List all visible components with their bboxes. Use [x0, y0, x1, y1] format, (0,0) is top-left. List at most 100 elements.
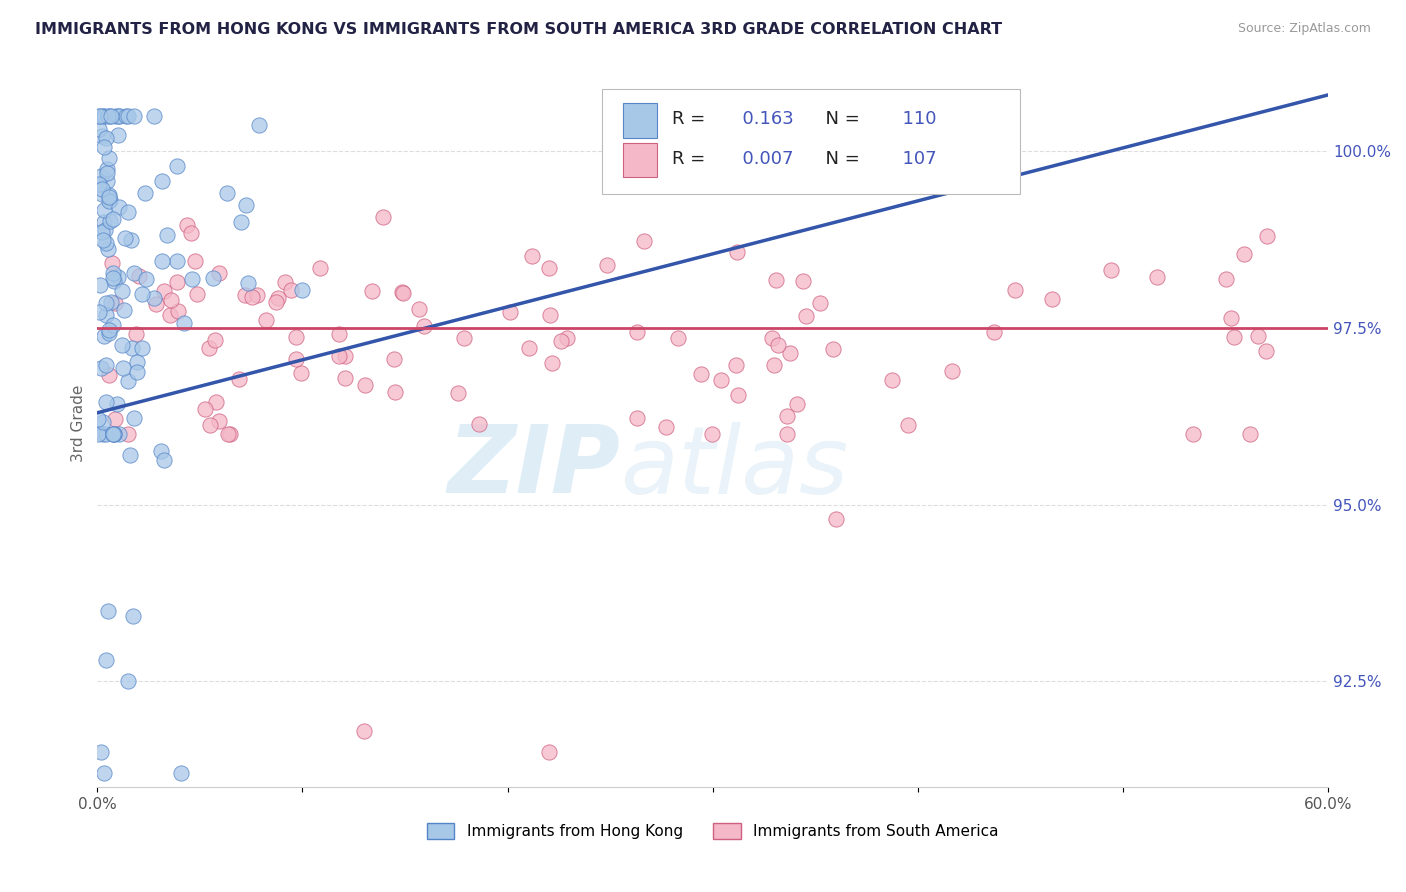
- Point: [217, 186, 239, 200]
- Point: [114, 302, 136, 317]
- Point: [280, 284, 302, 298]
- Point: [93, 766, 115, 780]
- Point: [117, 674, 139, 689]
- Point: [180, 272, 202, 286]
- Point: [285, 352, 308, 367]
- Y-axis label: 3rd Grade: 3rd Grade: [72, 384, 86, 462]
- Point: [93, 139, 115, 153]
- Point: [117, 204, 139, 219]
- Point: [111, 284, 134, 298]
- Point: [727, 388, 749, 402]
- Point: [208, 414, 231, 428]
- Point: [143, 291, 166, 305]
- Point: [453, 330, 475, 344]
- Point: [274, 275, 297, 289]
- Point: [284, 330, 307, 344]
- Point: [97, 243, 120, 257]
- Text: N =: N =: [814, 111, 865, 128]
- Point: [761, 331, 783, 345]
- Point: [408, 301, 430, 316]
- Point: [127, 365, 149, 379]
- Point: [170, 766, 193, 780]
- Point: [1223, 330, 1246, 344]
- Point: [1146, 270, 1168, 285]
- Point: [882, 373, 904, 387]
- Point: [198, 417, 221, 432]
- Point: [1040, 292, 1063, 306]
- Point: [98, 214, 121, 228]
- Point: [153, 284, 176, 298]
- Point: [101, 271, 124, 285]
- Point: [120, 233, 142, 247]
- Text: R =: R =: [672, 150, 711, 168]
- Point: [335, 349, 357, 363]
- Point: [150, 174, 173, 188]
- Point: [101, 427, 124, 442]
- Point: [90, 361, 112, 376]
- Point: [117, 109, 139, 123]
- Point: [107, 128, 129, 142]
- Bar: [623, 103, 658, 138]
- Point: [117, 374, 139, 388]
- Point: [159, 308, 181, 322]
- Point: [96, 395, 118, 409]
- Point: [89, 177, 111, 191]
- Point: [98, 194, 121, 208]
- Bar: [623, 143, 658, 178]
- Point: [1215, 271, 1237, 285]
- Point: [229, 215, 252, 229]
- Point: [204, 333, 226, 347]
- Point: [1256, 343, 1278, 358]
- Point: [1247, 329, 1270, 343]
- Point: [156, 227, 179, 242]
- Point: [89, 109, 111, 123]
- Point: [384, 385, 406, 400]
- Point: [468, 417, 491, 431]
- Text: N =: N =: [814, 150, 865, 168]
- Point: [194, 401, 217, 416]
- Legend: Immigrants from Hong Kong, Immigrants from South America: Immigrants from Hong Kong, Immigrants fr…: [420, 817, 1005, 845]
- Point: [218, 427, 240, 442]
- Point: [412, 319, 434, 334]
- Text: Source: ZipAtlas.com: Source: ZipAtlas.com: [1237, 22, 1371, 36]
- Point: [335, 371, 357, 385]
- Point: [93, 215, 115, 229]
- Point: [94, 236, 117, 251]
- Point: [97, 187, 120, 202]
- Point: [541, 356, 564, 370]
- Point: [89, 169, 111, 183]
- Point: [725, 245, 748, 260]
- Point: [538, 261, 561, 276]
- Point: [233, 287, 256, 301]
- Point: [499, 304, 522, 318]
- Point: [768, 338, 790, 352]
- Point: [240, 290, 263, 304]
- Point: [198, 342, 221, 356]
- Point: [626, 326, 648, 340]
- Point: [290, 366, 312, 380]
- Point: [180, 226, 202, 240]
- Point: [208, 266, 231, 280]
- Point: [779, 346, 801, 360]
- Point: [173, 317, 195, 331]
- Point: [776, 427, 799, 442]
- Point: [775, 409, 797, 423]
- Point: [135, 272, 157, 286]
- Point: [794, 309, 817, 323]
- Point: [1182, 427, 1205, 442]
- Point: [97, 603, 120, 617]
- Point: [104, 295, 127, 310]
- Point: [96, 427, 118, 442]
- Point: [89, 109, 111, 123]
- Point: [94, 131, 117, 145]
- Point: [128, 269, 150, 284]
- Point: [98, 368, 121, 382]
- Point: [792, 274, 814, 288]
- Point: [1233, 247, 1256, 261]
- Point: [1004, 283, 1026, 297]
- Point: [93, 329, 115, 343]
- Point: [382, 351, 405, 366]
- Point: [1256, 229, 1278, 244]
- Point: [97, 323, 120, 337]
- Point: [93, 109, 115, 123]
